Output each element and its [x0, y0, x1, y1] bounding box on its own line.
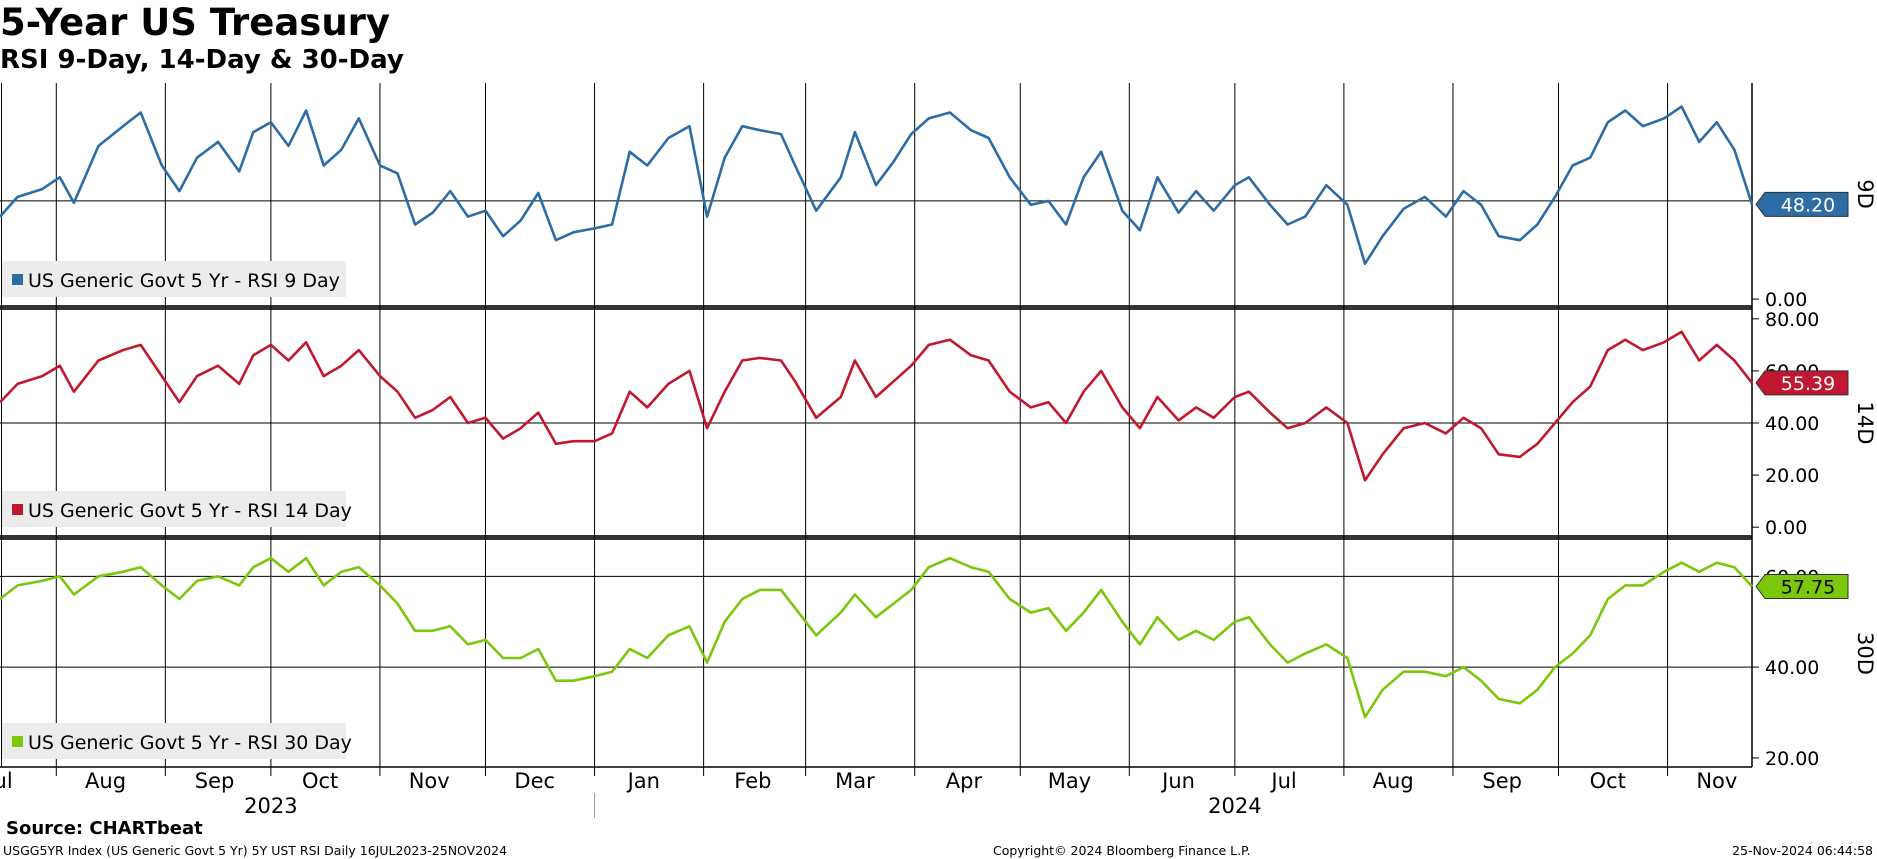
y-tick-label: 20.00 [1765, 748, 1819, 770]
x-tick-label: Nov [1696, 769, 1737, 793]
copyright-note: Copyright© 2024 Bloomberg Finance L.P. [993, 843, 1251, 858]
legend: US Generic Govt 5 Yr - RSI 14 Day [2, 491, 352, 527]
x-tick-label: Nov [409, 769, 450, 793]
ticker-line: USGG5YR Index (US Generic Govt 5 Yr) 5Y … [3, 843, 508, 858]
x-tick-label: Sep [1482, 769, 1522, 793]
legend-swatch [12, 504, 23, 515]
series-line-14D [0, 330, 1754, 482]
series-line-30D [0, 556, 1753, 719]
legend-label: US Generic Govt 5 Yr - RSI 14 Day [28, 500, 352, 522]
timestamp: 25-Nov-2024 06:44:58 [1732, 843, 1873, 858]
x-tick-label: Oct [1590, 769, 1626, 793]
x-tick-label: Jul [0, 769, 13, 793]
panel-axis-label: 30D [1853, 632, 1877, 675]
y-tick-label: 40.00 [1765, 657, 1819, 679]
panel-axis-label: 14D [1853, 402, 1877, 445]
chart-title: 5-Year US Treasury [0, 1, 391, 44]
year-label: 2023 [244, 794, 297, 818]
x-tick-label: Jul [1269, 769, 1296, 793]
last-value-badge [1755, 370, 1849, 396]
legend-swatch [12, 736, 23, 747]
x-tick-label: Jan [626, 769, 660, 793]
last-value-label: 57.75 [1781, 577, 1835, 599]
legend-swatch [12, 274, 23, 285]
x-tick-label: Dec [514, 769, 555, 793]
series-line-9D [0, 105, 1754, 266]
legend: US Generic Govt 5 Yr - RSI 9 Day [2, 261, 346, 297]
y-tick-label: 40.00 [1765, 413, 1819, 435]
y-tick-label: 0.00 [1765, 289, 1807, 311]
x-tick-label: Feb [734, 769, 771, 793]
legend-label: US Generic Govt 5 Yr - RSI 30 Day [28, 732, 352, 754]
legend-background [2, 261, 346, 297]
chart-subtitle: RSI 9-Day, 14-Day & 30-Day [0, 45, 404, 75]
last-value-badge [1755, 574, 1849, 600]
x-tick-label: Sep [195, 769, 235, 793]
x-tick-label: Aug [85, 769, 126, 793]
y-tick-label: 20.00 [1765, 465, 1819, 487]
x-tick-label: Jun [1160, 769, 1195, 793]
legend-background [2, 723, 346, 759]
y-tick-label: 80.00 [1765, 309, 1819, 331]
x-tick-label: Oct [302, 769, 338, 793]
y-tick-label: 0.00 [1765, 517, 1807, 539]
last-value-badge [1755, 191, 1849, 217]
year-label: 2024 [1208, 794, 1261, 818]
source-note: Source: CHARTbeat [6, 818, 203, 839]
legend-label: US Generic Govt 5 Yr - RSI 9 Day [28, 270, 340, 292]
x-tick-label: May [1048, 769, 1091, 793]
panel-axis-label: 9D [1853, 179, 1877, 209]
last-value-label: 55.39 [1781, 373, 1835, 395]
last-value-label: 48.20 [1781, 194, 1835, 216]
panel-separator [0, 305, 1752, 310]
panel-separator [0, 535, 1752, 540]
legend-background [2, 491, 346, 527]
x-tick-label: Mar [835, 769, 875, 793]
x-tick-label: Aug [1373, 769, 1414, 793]
legend: US Generic Govt 5 Yr - RSI 30 Day [2, 723, 352, 759]
x-tick-label: Apr [946, 769, 983, 793]
